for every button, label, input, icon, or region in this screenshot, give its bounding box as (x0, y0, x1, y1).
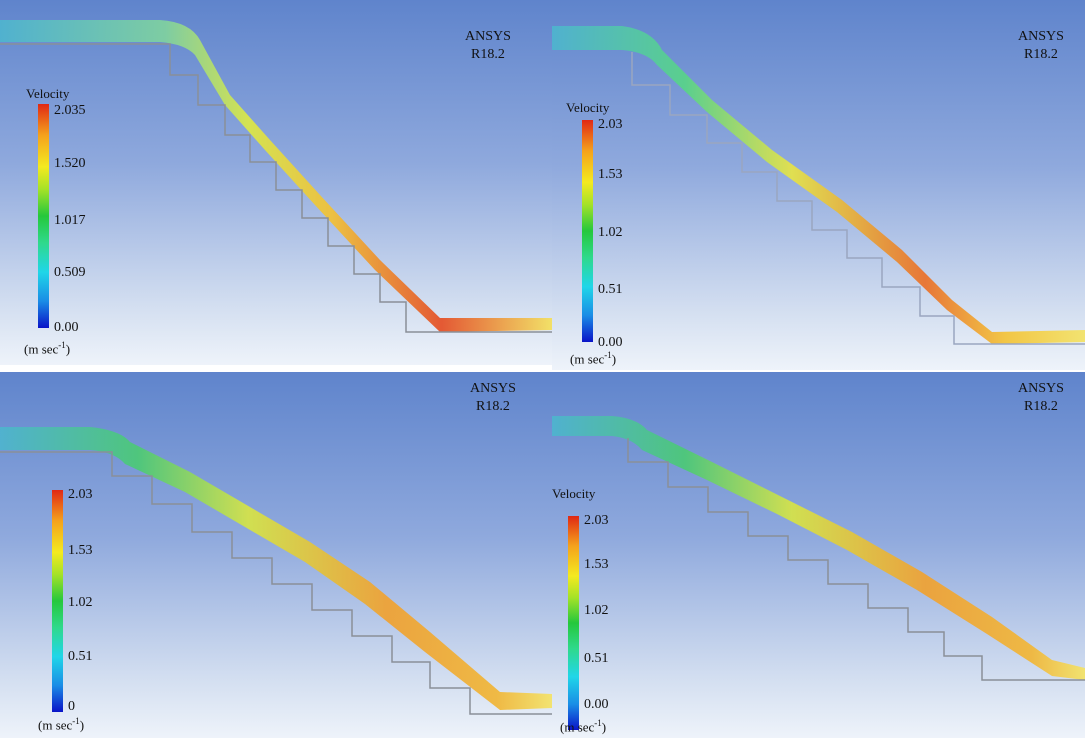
tick-label: 1.02 (598, 225, 623, 240)
unit-label: (m sec-1) (560, 718, 607, 735)
step-outline (627, 438, 1085, 681)
ansys-watermark: ANSYS R18.2 (1018, 29, 1064, 62)
tick-label: 1.53 (68, 543, 93, 558)
tick-label: 1.02 (584, 603, 609, 618)
unit-label: (m sec-1) (570, 350, 617, 367)
inflow-channel (552, 26, 1085, 344)
panel-2: ANSYS R18.2 Velocity 2.03 1.53 1.02 0.51… (552, 0, 1085, 370)
tick-label: 2.035 (54, 103, 86, 118)
tick-label: 0.51 (68, 649, 93, 664)
tick-label: 1.017 (54, 213, 86, 228)
tick-label: 0.00 (584, 697, 609, 712)
colorbar (568, 516, 579, 730)
step-outline (0, 43, 552, 333)
colorbar (582, 120, 593, 342)
tick-label: 2.03 (68, 487, 93, 502)
inflow-channel (552, 416, 1085, 680)
tick-label: 1.53 (598, 167, 623, 182)
colorbar (52, 490, 63, 712)
panel-1: ANSYS R18.2 Velocity 2.035 1.520 1.017 0… (0, 0, 552, 365)
tick-label: 1.02 (68, 595, 93, 610)
tick-label: 0.00 (598, 335, 623, 350)
flow-field-3 (0, 427, 552, 715)
inflow-channel (0, 427, 552, 710)
legend-title: Velocity (566, 100, 610, 115)
colorbar (38, 104, 49, 328)
tick-label: 2.03 (598, 117, 623, 132)
step-outline (631, 52, 1085, 345)
unit-label: (m sec-1) (24, 340, 71, 357)
tick-label: 2.03 (584, 513, 609, 528)
ansys-watermark: ANSYS R18.2 (1018, 381, 1064, 414)
tick-label: 0.00 (54, 320, 79, 335)
unit-label: (m sec-1) (38, 716, 85, 733)
tick-label: 0.51 (584, 651, 609, 666)
ansys-watermark: ANSYS R18.2 (465, 29, 511, 62)
flow-field-1 (0, 20, 552, 333)
tick-label: 1.520 (54, 156, 86, 171)
panel-4: ANSYS R18.2 Velocity 2.03 1.53 1.02 0.51… (552, 372, 1085, 738)
legend-title: Velocity (552, 486, 596, 501)
legend-title: Velocity (26, 86, 70, 101)
ansys-watermark: ANSYS R18.2 (470, 381, 516, 414)
flow-field-2 (552, 26, 1085, 345)
step-outline (0, 451, 552, 715)
tick-label: 0 (68, 699, 75, 714)
tick-label: 1.53 (584, 557, 609, 572)
tick-label: 0.51 (598, 282, 623, 297)
tick-label: 0.509 (54, 265, 86, 280)
flow-field-4 (552, 416, 1085, 681)
panel-3: ANSYS R18.2 2.03 1.53 1.02 0.51 0 (m sec… (0, 372, 552, 738)
